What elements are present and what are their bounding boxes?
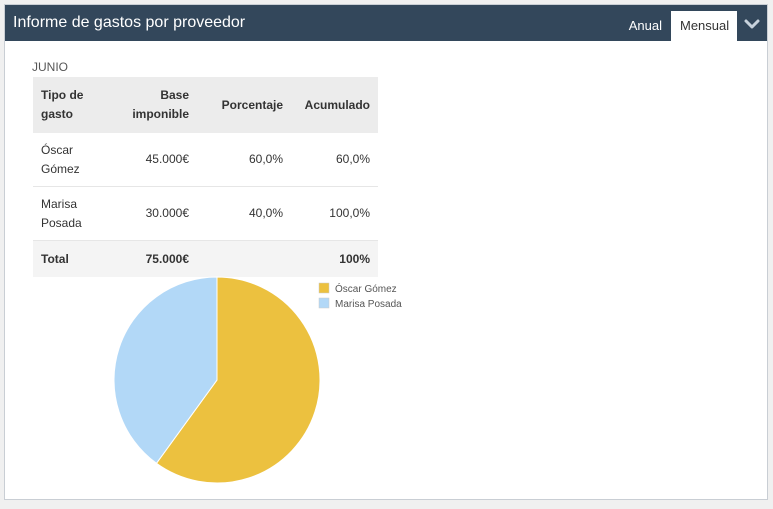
total-label: Total (33, 240, 111, 277)
panel-header: Informe de gastos por proveedor Anual Me… (5, 5, 767, 41)
base-amount: 30.000€ (111, 186, 197, 241)
percentage: 40,0% (197, 186, 291, 241)
table-row: Marisa Posada 30.000€ 40,0% 100,0% (33, 186, 378, 241)
supplier-name: Marisa Posada (33, 186, 111, 241)
expense-table: Tipo de gasto Base imponible Porcentaje … (33, 77, 378, 277)
table-header-row: Tipo de gasto Base imponible Porcentaje … (33, 77, 378, 133)
period-label: JUNIO (32, 60, 68, 74)
column-header: Porcentaje (197, 77, 291, 133)
legend-swatch (318, 297, 330, 309)
base-amount: 45.000€ (111, 133, 197, 187)
percentage: 60,0% (197, 133, 291, 187)
legend-swatch (318, 282, 330, 294)
total-accumulated: 100% (291, 240, 378, 277)
column-header: Base imponible (111, 77, 197, 133)
supplier-name: Óscar Gómez (33, 133, 111, 187)
report-panel: Informe de gastos por proveedor Anual Me… (4, 4, 768, 500)
column-header: Acumulado (291, 77, 378, 133)
pie-slice (155, 276, 321, 484)
total-row: Total 75.000€ 100% (33, 240, 378, 277)
pie-chart: Óscar Gómez Marisa Posada (113, 276, 402, 484)
accumulated: 100,0% (291, 186, 378, 241)
table-row: Óscar Gómez 45.000€ 60,0% 60,0% (33, 133, 378, 187)
legend-label: Marisa Posada (335, 299, 402, 310)
tab-mensual[interactable]: Mensual (671, 11, 737, 41)
column-header: Tipo de gasto (33, 77, 111, 133)
total-base: 75.000€ (111, 240, 197, 277)
panel-title: Informe de gastos por proveedor (13, 14, 246, 31)
total-percent (197, 240, 291, 277)
accumulated: 60,0% (291, 133, 378, 187)
tab-anual[interactable]: Anual (628, 18, 662, 33)
chevron-down-icon (744, 19, 760, 29)
collapse-button[interactable] (741, 13, 763, 35)
pie-slice (113, 276, 218, 465)
legend-label: Óscar Gómez (335, 282, 397, 295)
